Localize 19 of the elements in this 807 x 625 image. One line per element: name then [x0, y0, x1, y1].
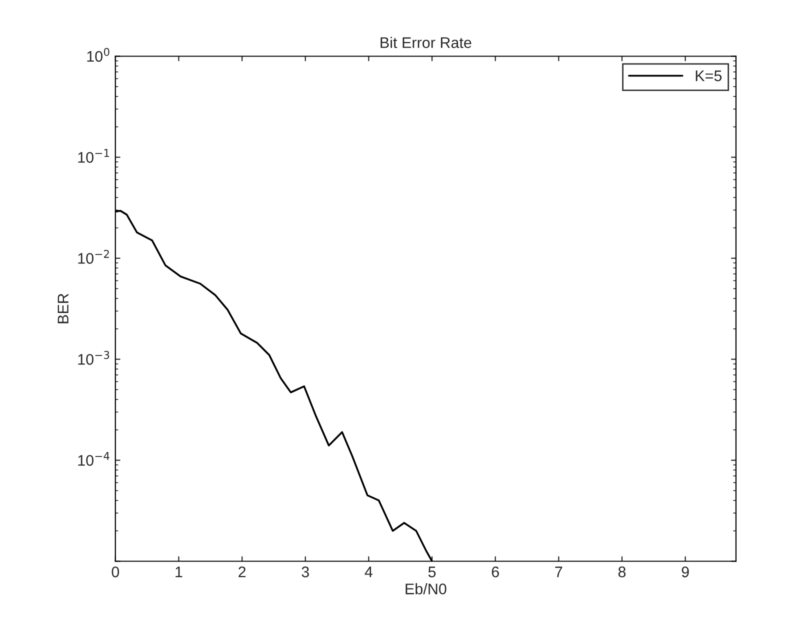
x-tick-label: 7 — [555, 566, 562, 578]
legend-label: K=5 — [696, 70, 722, 82]
x-tick-label: 9 — [682, 566, 689, 578]
x-tick-label: 0 — [112, 566, 120, 578]
y-tick-label: 10$^{−1}$ — [78, 149, 109, 163]
y-tick-label: 10$^{−2}$ — [78, 250, 109, 264]
x-tick-label: 6 — [492, 566, 499, 578]
y-tick-label: 10$^{0}$ — [87, 48, 110, 62]
x-tick-label: 5 — [428, 566, 436, 578]
y-tick-label: 10$^{−4}$ — [78, 452, 110, 466]
x-axis-title: Eb/N0 — [406, 583, 446, 594]
chart-title: Bit Error Rate — [380, 36, 472, 48]
x-tick-label: 1 — [176, 566, 182, 578]
y-tick-label: 10$^{−3}$ — [78, 350, 110, 365]
x-tick-label: 3 — [302, 566, 309, 578]
x-tick-label: 8 — [618, 566, 626, 578]
x-tick-label: 4 — [364, 566, 372, 578]
y-axis-title: BER — [58, 294, 68, 324]
x-tick-label: 2 — [238, 566, 246, 578]
